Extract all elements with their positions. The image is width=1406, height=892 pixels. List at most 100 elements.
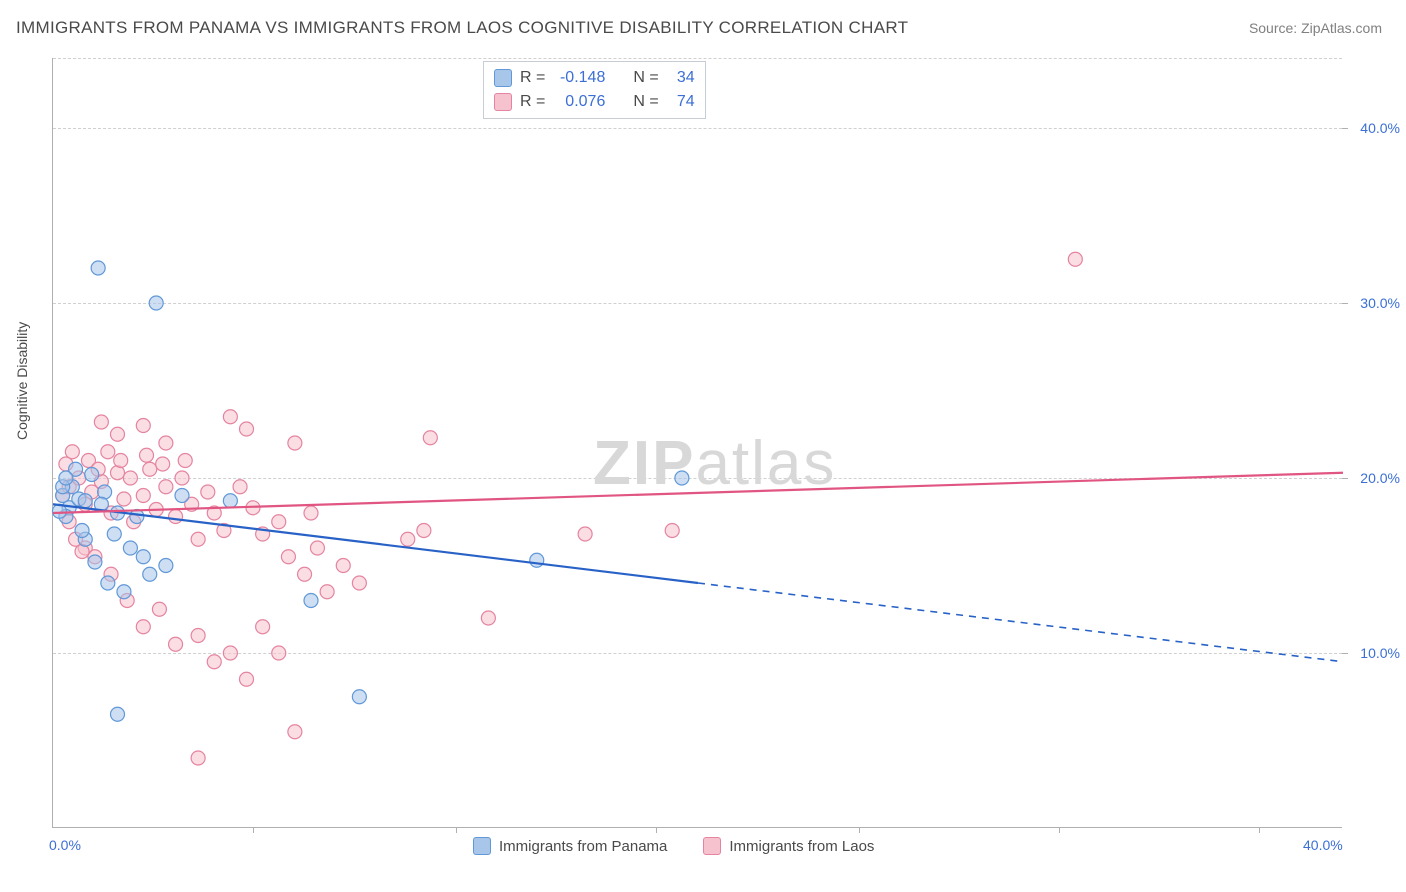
scatter-point-panama xyxy=(91,261,105,275)
legend-swatch-laos xyxy=(494,93,512,111)
scatter-point-laos xyxy=(417,524,431,538)
n-label: N = xyxy=(633,69,658,87)
r-value: -0.148 xyxy=(553,69,605,87)
scatter-point-laos xyxy=(169,510,183,524)
scatter-point-laos xyxy=(281,550,295,564)
scatter-point-laos xyxy=(233,480,247,494)
scatter-point-panama xyxy=(123,541,137,555)
legend-item-panama: Immigrants from Panama xyxy=(473,837,667,855)
y-tick-label: 30.0% xyxy=(1360,295,1400,311)
scatter-point-laos xyxy=(156,457,170,471)
scatter-point-panama xyxy=(111,707,125,721)
scatter-point-laos xyxy=(114,454,128,468)
correlation-stats-box: R = -0.148 N = 34 R = 0.076 N = 74 xyxy=(483,61,706,119)
legend-label: Immigrants from Laos xyxy=(729,838,874,855)
scatter-point-laos xyxy=(143,462,157,476)
scatter-point-laos xyxy=(423,431,437,445)
scatter-point-panama xyxy=(107,527,121,541)
x-tick-mark xyxy=(253,827,254,833)
scatter-point-laos xyxy=(178,454,192,468)
stat-row-laos: R = 0.076 N = 74 xyxy=(494,90,695,114)
y-tick-mark xyxy=(1342,128,1348,129)
scatter-point-laos xyxy=(101,445,115,459)
r-label: R = xyxy=(520,93,545,111)
scatter-point-panama xyxy=(175,489,189,503)
regression-line-dashed-panama xyxy=(698,583,1343,662)
x-tick-label: 40.0% xyxy=(1303,837,1343,853)
x-tick-mark xyxy=(859,827,860,833)
scatter-point-laos xyxy=(304,506,318,520)
scatter-point-laos xyxy=(223,410,237,424)
scatter-point-laos xyxy=(665,524,679,538)
stat-row-panama: R = -0.148 N = 34 xyxy=(494,66,695,90)
scatter-point-laos xyxy=(298,567,312,581)
y-tick-mark xyxy=(1342,653,1348,654)
scatter-point-panama xyxy=(352,690,366,704)
scatter-point-panama xyxy=(78,494,92,508)
scatter-point-panama xyxy=(159,559,173,573)
n-value: 74 xyxy=(667,93,695,111)
scatter-point-laos xyxy=(136,620,150,634)
chart-svg xyxy=(53,58,1342,827)
x-tick-label: 0.0% xyxy=(49,837,81,853)
scatter-point-laos xyxy=(207,655,221,669)
scatter-point-laos xyxy=(159,480,173,494)
scatter-point-panama xyxy=(143,567,157,581)
y-tick-label: 40.0% xyxy=(1360,120,1400,136)
scatter-point-laos xyxy=(240,672,254,686)
scatter-point-laos xyxy=(123,471,137,485)
scatter-point-panama xyxy=(59,471,73,485)
legend-swatch-laos xyxy=(703,837,721,855)
scatter-point-laos xyxy=(288,436,302,450)
scatter-point-laos xyxy=(169,637,183,651)
scatter-point-laos xyxy=(223,646,237,660)
x-tick-mark xyxy=(456,827,457,833)
scatter-point-laos xyxy=(352,576,366,590)
scatter-point-panama xyxy=(101,576,115,590)
regression-line-laos xyxy=(53,473,1343,513)
x-tick-mark xyxy=(1059,827,1060,833)
n-label: N = xyxy=(633,93,658,111)
scatter-point-laos xyxy=(140,448,154,462)
scatter-point-laos xyxy=(191,532,205,546)
scatter-point-laos xyxy=(310,541,324,555)
scatter-point-laos xyxy=(111,427,125,441)
scatter-point-laos xyxy=(65,445,79,459)
scatter-point-panama xyxy=(223,494,237,508)
y-tick-mark xyxy=(1342,303,1348,304)
scatter-point-panama xyxy=(675,471,689,485)
scatter-point-laos xyxy=(136,419,150,433)
scatter-point-laos xyxy=(288,725,302,739)
scatter-point-panama xyxy=(304,594,318,608)
scatter-point-laos xyxy=(481,611,495,625)
scatter-point-laos xyxy=(94,415,108,429)
scatter-point-laos xyxy=(272,646,286,660)
scatter-point-panama xyxy=(136,550,150,564)
source-attribution: Source: ZipAtlas.com xyxy=(1249,20,1382,36)
scatter-point-laos xyxy=(272,515,286,529)
n-value: 34 xyxy=(667,69,695,87)
y-axis-label: Cognitive Disability xyxy=(14,322,30,440)
y-tick-mark xyxy=(1342,478,1348,479)
y-tick-label: 20.0% xyxy=(1360,470,1400,486)
legend-label: Immigrants from Panama xyxy=(499,838,667,855)
scatter-point-laos xyxy=(117,492,131,506)
scatter-point-panama xyxy=(85,468,99,482)
scatter-point-laos xyxy=(175,471,189,485)
plot-area: ZIPatlas R =-0.148N =34R =0.076N =74 Imm… xyxy=(52,58,1342,828)
scatter-point-laos xyxy=(136,489,150,503)
scatter-point-laos xyxy=(191,751,205,765)
bottom-legend: Immigrants from Panama Immigrants from La… xyxy=(473,837,874,855)
scatter-point-laos xyxy=(401,532,415,546)
scatter-point-panama xyxy=(88,555,102,569)
scatter-point-laos xyxy=(578,527,592,541)
scatter-point-laos xyxy=(201,485,215,499)
r-value: 0.076 xyxy=(553,93,605,111)
scatter-point-panama xyxy=(149,296,163,310)
scatter-point-panama xyxy=(117,585,131,599)
r-label: R = xyxy=(520,69,545,87)
scatter-point-laos xyxy=(191,629,205,643)
scatter-point-laos xyxy=(1068,252,1082,266)
scatter-point-laos xyxy=(320,585,334,599)
scatter-point-laos xyxy=(256,620,270,634)
